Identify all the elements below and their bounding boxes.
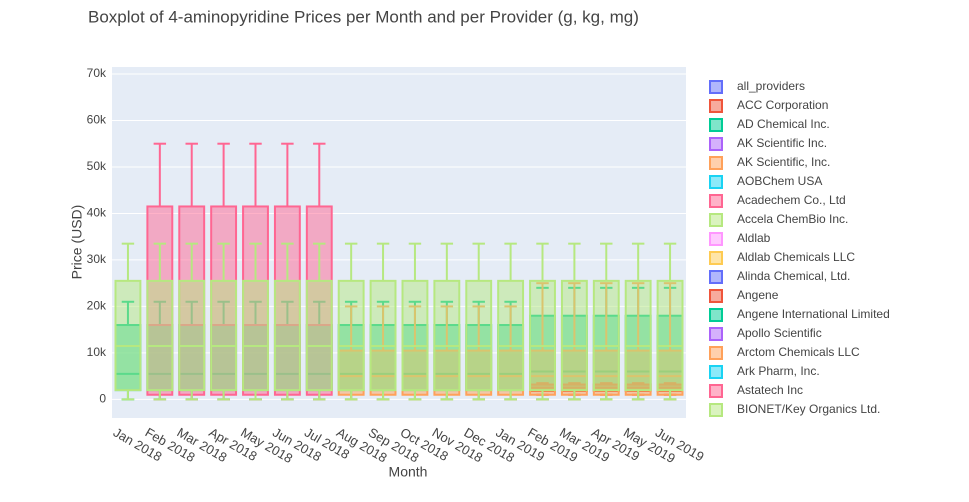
legend-label: AD Chemical Inc.	[737, 117, 830, 131]
legend-label: Angene International Limited	[737, 307, 890, 321]
legend-swatch	[709, 270, 723, 284]
legend-swatch	[709, 80, 723, 94]
legend-swatch	[709, 251, 723, 265]
y-tick-label: 20k	[87, 299, 107, 313]
legend-label: Arctom Chemicals LLC	[737, 345, 860, 359]
legend-label: BIONET/Key Organics Ltd.	[737, 402, 880, 416]
legend-label: AOBChem USA	[737, 174, 822, 188]
legend-swatch	[709, 175, 723, 189]
legend-swatch	[709, 308, 723, 322]
box-body	[178, 279, 206, 392]
legend-label: AK Scientific Inc.	[737, 136, 827, 150]
box	[401, 242, 429, 401]
box-body	[401, 279, 429, 392]
y-axis-label: Price (USD)	[69, 205, 85, 280]
legend-label: Accela ChemBio Inc.	[737, 212, 848, 226]
legend-label: AK Scientific, Inc.	[737, 155, 830, 169]
box	[624, 242, 652, 401]
box	[369, 242, 397, 401]
box-body	[560, 279, 588, 392]
box-body	[305, 279, 333, 392]
box	[560, 242, 588, 401]
box	[529, 242, 556, 401]
box-body	[592, 279, 620, 392]
legend-swatch	[709, 346, 723, 360]
y-tick-label: 0	[99, 392, 106, 406]
legend-label: Acadechem Co., Ltd	[737, 193, 846, 207]
legend-swatch	[709, 137, 723, 151]
y-tick-label: 30k	[87, 252, 107, 266]
y-tick-label: 70k	[87, 66, 107, 80]
legend-label: ACC Corporation	[737, 98, 828, 112]
legend-label: Ark Pharm, Inc.	[737, 364, 820, 378]
legend-swatch	[709, 403, 723, 417]
legend-label: Astatech Inc	[737, 383, 803, 397]
box-body	[146, 279, 174, 392]
y-tick-label: 60k	[87, 113, 107, 127]
box-body	[210, 279, 238, 392]
box-body	[369, 279, 397, 392]
plot-area	[112, 67, 686, 418]
legend-swatch	[709, 327, 723, 341]
box	[242, 242, 269, 401]
box	[465, 242, 493, 401]
box	[433, 242, 461, 401]
box-body	[497, 279, 525, 392]
legend-swatch	[709, 99, 723, 113]
legend-swatch	[709, 118, 723, 132]
box-body	[273, 279, 301, 392]
x-axis-label: Month	[389, 464, 428, 480]
box	[210, 242, 238, 401]
chart-title: Boxplot of 4-aminopyridine Prices per Mo…	[88, 7, 639, 26]
y-tick-label: 40k	[87, 206, 107, 220]
legend-swatch	[709, 365, 723, 379]
box	[497, 242, 525, 401]
box	[146, 242, 174, 401]
box-body	[337, 279, 365, 392]
legend-swatch	[709, 194, 723, 208]
box	[337, 242, 365, 401]
box	[114, 242, 142, 401]
legend-swatch	[709, 156, 723, 170]
box-body	[624, 279, 652, 392]
box	[592, 242, 620, 401]
legend-label: all_providers	[737, 79, 805, 93]
y-tick-label: 10k	[87, 345, 107, 359]
y-tick-label: 50k	[87, 159, 107, 173]
box-body	[242, 279, 269, 392]
legend-label: Aldlab	[737, 231, 771, 245]
box	[656, 242, 684, 401]
legend-swatch	[709, 213, 723, 227]
legend-swatch	[709, 289, 723, 303]
box	[305, 242, 333, 401]
legend-label: Angene	[737, 288, 779, 302]
box-body	[656, 279, 684, 392]
box-body	[465, 279, 493, 392]
legend-label: Alinda Chemical, Ltd.	[737, 269, 850, 283]
legend-label: Aldlab Chemicals LLC	[737, 250, 855, 264]
box-body	[433, 279, 461, 392]
legend-swatch	[709, 384, 723, 398]
legend-label: Apollo Scientific	[737, 326, 822, 340]
box-body	[529, 279, 556, 392]
legend-swatch	[709, 232, 723, 246]
box	[178, 242, 206, 401]
box	[273, 242, 301, 401]
box-body	[114, 279, 142, 392]
